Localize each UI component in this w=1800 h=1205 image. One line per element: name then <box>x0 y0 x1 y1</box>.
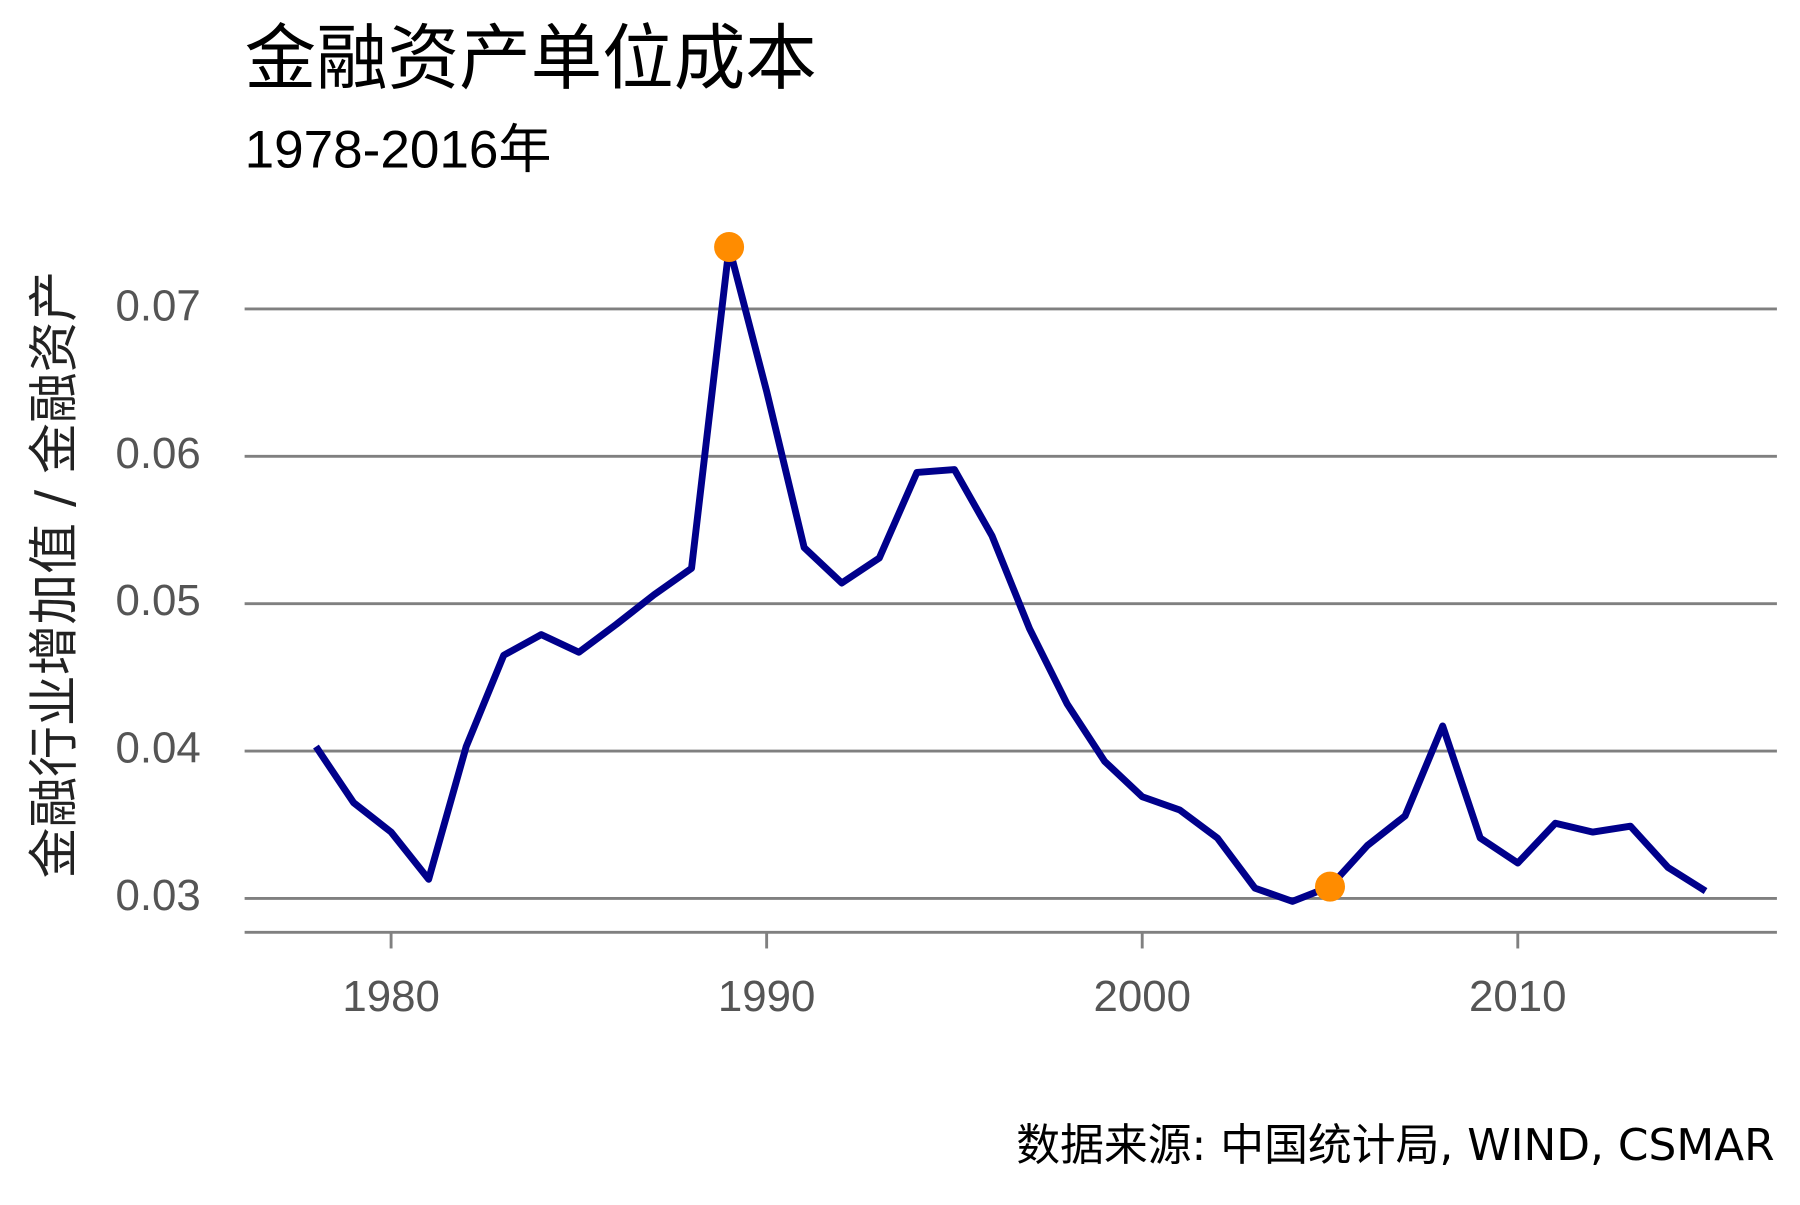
chart-title: 金融资产单位成本 <box>245 17 817 100</box>
x-tick-label: 1990 <box>718 972 816 1021</box>
y-tick-label: 0.06 <box>115 429 200 478</box>
highlight-point <box>714 231 745 262</box>
x-tick-label: 1980 <box>342 972 440 1021</box>
chart-subtitle: 1978-2016年 <box>245 120 552 179</box>
y-tick-label: 0.04 <box>115 724 200 773</box>
line <box>313 243 1708 905</box>
x-tick-label: 2000 <box>1093 972 1191 1021</box>
y-axis-label: 金融行业增加值 / 金融资产 <box>25 271 84 879</box>
y-tick-label: 0.05 <box>115 576 200 625</box>
highlight-point <box>1315 871 1345 902</box>
y-tick-label: 0.07 <box>115 281 200 330</box>
x-tick-label: 2010 <box>1469 972 1567 1021</box>
caption: 数据来源: 中国统计局, WIND, CSMAR <box>1016 1120 1774 1171</box>
y-tick-label: 0.03 <box>115 871 200 920</box>
